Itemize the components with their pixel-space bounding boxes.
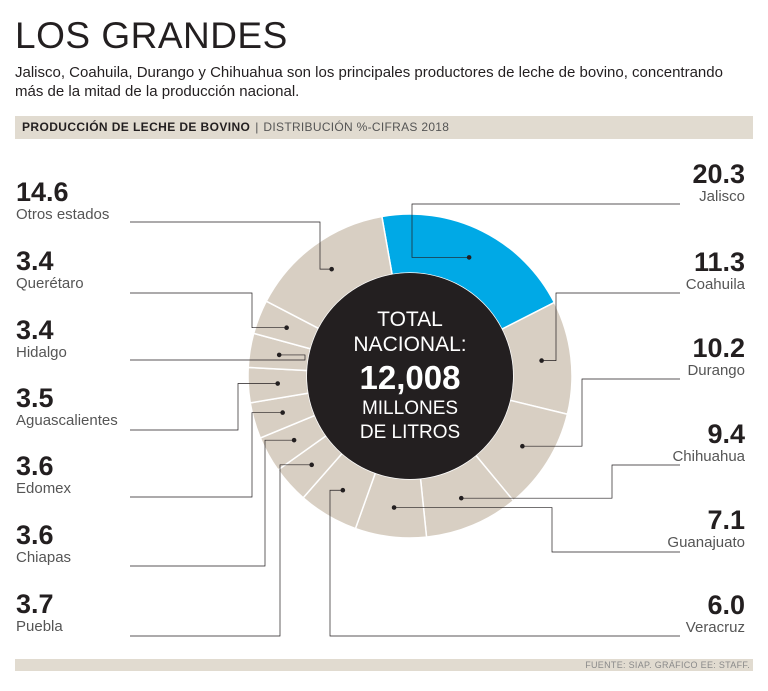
- center-total-line3: MILLONES: [362, 398, 458, 419]
- category-label-aguascalientes: Aguascalientes: [16, 412, 118, 429]
- page-title: LOS GRANDES: [15, 15, 288, 56]
- category-label-jalisco: Jalisco: [699, 188, 745, 205]
- leader-dot-chihuahua: [458, 495, 464, 501]
- category-label-otros-estados: Otros estados: [16, 206, 109, 223]
- leader-line-edomex: [130, 412, 283, 498]
- donut-slices: [247, 213, 573, 539]
- center-total-line2: NACIONAL:: [353, 333, 466, 356]
- leader-dot-veracruz: [340, 487, 346, 493]
- chart-header-title: PRODUCCIÓN DE LECHE DE BOVINO: [22, 120, 251, 134]
- leader-dot-durango: [520, 443, 525, 449]
- value-label-aguascalientes: 3.5: [16, 383, 54, 413]
- value-label-hidalgo: 3.4: [16, 315, 54, 345]
- leader-line-puebla: [130, 464, 312, 637]
- category-label-veracruz: Veracruz: [686, 619, 745, 636]
- leader-line-aguascalientes: [130, 383, 278, 431]
- value-label-veracruz: 6.0: [707, 590, 745, 620]
- leader-dot-aguascalientes: [275, 381, 281, 386]
- center-total-value: 12,008: [360, 359, 461, 396]
- category-label-durango: Durango: [687, 362, 745, 379]
- value-label-puebla: 3.7: [16, 589, 54, 619]
- leader-line-jalisco: [411, 203, 680, 258]
- footer-band: FUENTE: SIAP. GRÁFICO EE: STAFF.: [15, 659, 753, 671]
- leader-dot-jalisco: [466, 255, 472, 260]
- value-label-jalisco: 20.3: [692, 159, 745, 189]
- source-note: FUENTE: SIAP. GRÁFICO EE: STAFF.: [585, 660, 750, 670]
- center-total-line4: DE LITROS: [360, 422, 460, 443]
- category-label-puebla: Puebla: [16, 618, 63, 635]
- leader-line-chihuahua: [461, 464, 680, 499]
- value-label-durango: 10.2: [692, 333, 745, 363]
- leader-line-queretaro: [130, 292, 287, 329]
- center-total-line1: TOTAL: [377, 308, 443, 331]
- leader-line-otros-estados: [130, 221, 332, 270]
- leader-dot-guanajuato: [391, 505, 397, 510]
- leader-dot-edomex: [280, 410, 285, 415]
- leader-line-hidalgo: [130, 354, 306, 361]
- chart-header-separator: |: [255, 120, 259, 134]
- leader-line-veracruz: [329, 489, 680, 637]
- leader-line-durango: [522, 378, 680, 447]
- leader-lines: [130, 203, 680, 637]
- page-subtitle: Jalisco, Coahuila, Durango y Chihuahua s…: [15, 64, 723, 100]
- chart-header-text: PRODUCCIÓN DE LECHE DE BOVINO | DISTRIBUCI…: [22, 120, 449, 135]
- center-disc: [307, 273, 513, 479]
- category-label-guanajuato: Guanajuato: [667, 534, 745, 551]
- value-label-queretaro: 3.4: [16, 246, 54, 276]
- leader-line-coahuila: [541, 292, 680, 361]
- category-label-edomex: Edomex: [16, 480, 72, 497]
- value-label-otros-estados: 14.6: [16, 177, 69, 207]
- value-label-chihuahua: 9.4: [707, 419, 745, 449]
- chart-header-band: PRODUCCIÓN DE LECHE DE BOVINO | DISTRIBUCI…: [15, 116, 753, 139]
- category-label-chihuahua: Chihuahua: [672, 448, 745, 465]
- category-label-coahuila: Coahuila: [686, 276, 746, 293]
- chart-header-subtitle: DISTRIBUCIÓN %-CIFRAS 2018: [263, 120, 450, 134]
- leader-dot-puebla: [309, 462, 314, 468]
- value-label-chiapas: 3.6: [16, 520, 54, 550]
- value-label-edomex: 3.6: [16, 451, 54, 481]
- data-labels: 20.3Jalisco11.3Coahuila10.2Durango9.4Chi…: [16, 159, 746, 636]
- leader-line-guanajuato: [394, 507, 680, 553]
- leader-dot-chiapas: [291, 437, 297, 443]
- leader-dot-queretaro: [284, 325, 289, 330]
- category-label-queretaro: Querétaro: [16, 275, 84, 292]
- leader-dot-hidalgo: [276, 352, 282, 358]
- value-label-guanajuato: 7.1: [707, 505, 745, 535]
- leader-line-chiapas: [130, 439, 295, 567]
- category-label-chiapas: Chiapas: [16, 549, 71, 566]
- category-label-hidalgo: Hidalgo: [16, 344, 67, 361]
- leader-dot-otros-estados: [329, 266, 334, 272]
- value-label-coahuila: 11.3: [694, 247, 745, 277]
- leader-dot-coahuila: [539, 358, 544, 363]
